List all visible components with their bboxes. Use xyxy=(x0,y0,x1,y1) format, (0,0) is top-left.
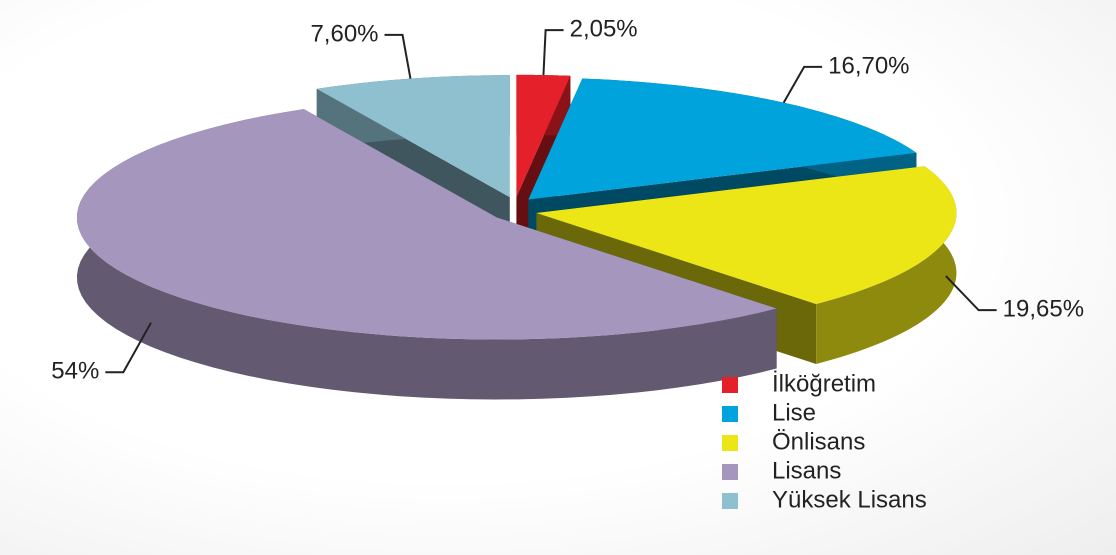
data-label: 19,65% xyxy=(1003,295,1084,322)
leader-line xyxy=(945,275,997,312)
legend-swatch xyxy=(722,493,738,509)
data-label: 2,05% xyxy=(570,16,638,43)
slice-wall xyxy=(76,109,777,400)
leader-line xyxy=(542,29,564,76)
slice-top xyxy=(536,166,957,304)
data-label: 16,70% xyxy=(828,52,909,79)
leader-line xyxy=(384,33,412,79)
legend-label: Lisans xyxy=(772,457,841,484)
slice-top xyxy=(76,109,777,340)
slice-wall xyxy=(816,166,957,364)
data-label: 7,60% xyxy=(310,20,378,47)
legend-swatch xyxy=(722,464,738,480)
data-label: 54% xyxy=(51,358,99,385)
slice-top xyxy=(528,78,917,200)
legend-swatch xyxy=(722,406,738,422)
slice xyxy=(76,109,777,400)
legend-label: Önlisans xyxy=(772,428,865,455)
legend-label: Yüksek Lisans xyxy=(772,486,927,513)
legend-label: İlköğretim xyxy=(772,370,876,397)
slice-top xyxy=(316,75,510,198)
legend-swatch xyxy=(722,377,738,393)
leader-line xyxy=(105,322,152,374)
legend-swatch xyxy=(722,435,738,451)
leader-line xyxy=(782,65,823,104)
legend-label: Lise xyxy=(772,399,816,426)
slice-top xyxy=(516,74,571,197)
